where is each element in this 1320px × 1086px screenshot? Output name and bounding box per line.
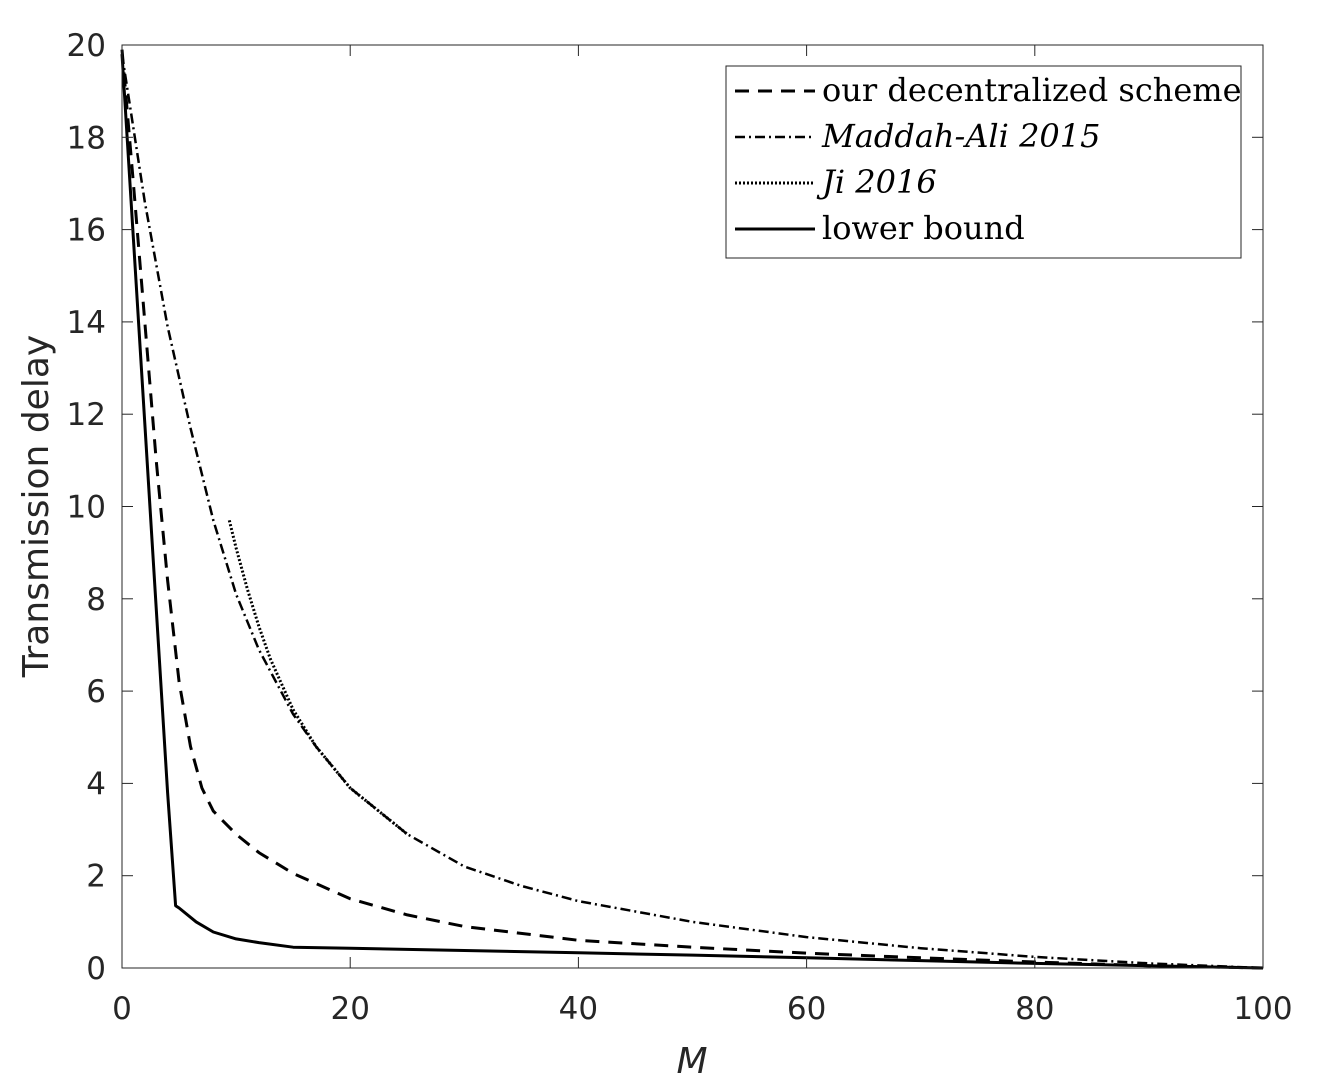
y-tick-label: 14 bbox=[67, 305, 106, 341]
series-layer bbox=[120, 49, 1264, 970]
series-line-ji-2016 bbox=[227, 519, 409, 836]
legend-label: Ji 2016 bbox=[816, 163, 937, 201]
series-line-our-decentralized-scheme bbox=[120, 49, 1264, 970]
x-tick-label: 40 bbox=[559, 991, 598, 1027]
y-tick-label: 2 bbox=[86, 859, 106, 895]
x-tick-label: 0 bbox=[112, 991, 132, 1027]
ticks-layer: 0 20 40 60 80 100 0 2 4 6 8 10 12 14 16 18 20 bbox=[67, 28, 1293, 1027]
y-tick-label: 0 bbox=[86, 951, 106, 987]
y-tick-label: 16 bbox=[67, 213, 106, 249]
y-tick-label: 12 bbox=[67, 397, 106, 433]
y-tick-label: 4 bbox=[86, 766, 106, 802]
x-tick-label: 100 bbox=[1233, 991, 1292, 1027]
x-tick-label: 60 bbox=[787, 991, 826, 1027]
legend-label: lower bound bbox=[822, 209, 1025, 247]
x-axis-label: M bbox=[676, 1041, 707, 1082]
y-axis-label: Transmission delay bbox=[16, 335, 57, 678]
x-tick-label: 80 bbox=[1015, 991, 1054, 1027]
legend-label: Maddah-Ali 2015 bbox=[821, 117, 1101, 155]
y-tick-label: 6 bbox=[86, 674, 106, 710]
legend-box bbox=[725, 65, 1242, 259]
y-tick-label: 20 bbox=[67, 28, 106, 64]
legend: our decentralized scheme Maddah-Ali 2015 J… bbox=[725, 65, 1242, 259]
series-line-lower-bound bbox=[120, 54, 1264, 970]
y-tick-label: 18 bbox=[67, 120, 106, 156]
x-tick-label: 20 bbox=[330, 991, 369, 1027]
series-line-maddah-ali-2015 bbox=[120, 54, 1264, 970]
legend-label: our decentralized scheme bbox=[822, 71, 1242, 109]
y-tick-label: 10 bbox=[67, 490, 106, 526]
y-tick-label: 8 bbox=[86, 582, 106, 618]
